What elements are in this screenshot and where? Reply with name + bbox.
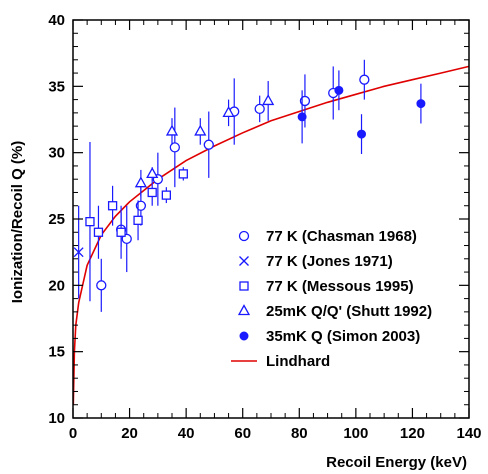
data-point	[169, 142, 180, 153]
data-point	[297, 112, 307, 122]
legend-label: 35mK Q (Simon 2003)	[266, 328, 420, 345]
y-tick-label: 10	[48, 410, 65, 427]
data-point	[203, 139, 214, 150]
legend-label: 77 K (Jones 1971)	[266, 253, 393, 270]
data-point	[194, 124, 207, 136]
legend-label: 77 K (Chasman 1968)	[266, 228, 417, 245]
data-point	[334, 85, 344, 95]
data-point	[134, 176, 147, 188]
x-tick-label: 0	[69, 425, 77, 442]
data-point	[147, 187, 157, 198]
data-point	[93, 227, 104, 237]
x-tick-label: 80	[291, 425, 308, 442]
plot-area	[72, 59, 470, 405]
data-point	[416, 99, 426, 109]
x-marker-stroke	[73, 247, 84, 258]
x-tick-label: 100	[343, 425, 368, 442]
y-tick-label: 30	[48, 145, 65, 162]
data-point	[254, 103, 265, 115]
data-point	[165, 124, 179, 136]
data-point	[161, 190, 171, 200]
legend-symbol	[237, 304, 251, 316]
lindhard-curve	[72, 65, 470, 405]
x-marker-stroke	[239, 256, 249, 266]
y-tick-label: 25	[48, 211, 65, 228]
legend-label: 25mK Q/Q' (Shutt 1992)	[266, 303, 432, 320]
data-point	[116, 227, 126, 237]
x-tick-label: 40	[178, 425, 195, 442]
legend-label: 77 K (Messous 1995)	[266, 278, 414, 295]
data-point	[85, 217, 95, 227]
data-point	[146, 167, 159, 179]
y-tick-label: 40	[48, 12, 65, 29]
legend-symbol	[238, 230, 250, 242]
y-tick-label: 20	[48, 277, 65, 294]
data-point	[359, 74, 370, 85]
data-point	[262, 94, 275, 106]
legend-symbol	[239, 331, 249, 341]
x-tick-label: 120	[400, 425, 425, 442]
legend: 77 K (Chasman 1968) 77 K (Jones 1971) 77 K…	[231, 228, 432, 370]
legend-symbol	[239, 256, 249, 266]
axes: 0 20 40 60 80 100 120 140 10 15 20 25 30 35 40	[48, 12, 481, 442]
y-tick-label: 15	[48, 344, 65, 361]
data-point	[222, 106, 235, 118]
x-tick-label: 60	[234, 425, 251, 442]
x-tick-label: 140	[456, 425, 481, 442]
data-point	[133, 215, 143, 225]
data-point	[96, 280, 107, 291]
y-axis-label: Ionization/Recoil Q (%)	[9, 141, 26, 304]
legend-label: Lindhard	[266, 353, 330, 370]
x-axis-label: Recoil Energy (keV)	[326, 454, 467, 471]
data-point	[107, 201, 118, 211]
y-tick-label: 35	[48, 78, 65, 95]
data-point	[357, 129, 367, 139]
data-point	[178, 169, 188, 179]
legend-symbol	[239, 281, 249, 291]
data-point	[73, 247, 84, 258]
x-tick-label: 20	[121, 425, 138, 442]
